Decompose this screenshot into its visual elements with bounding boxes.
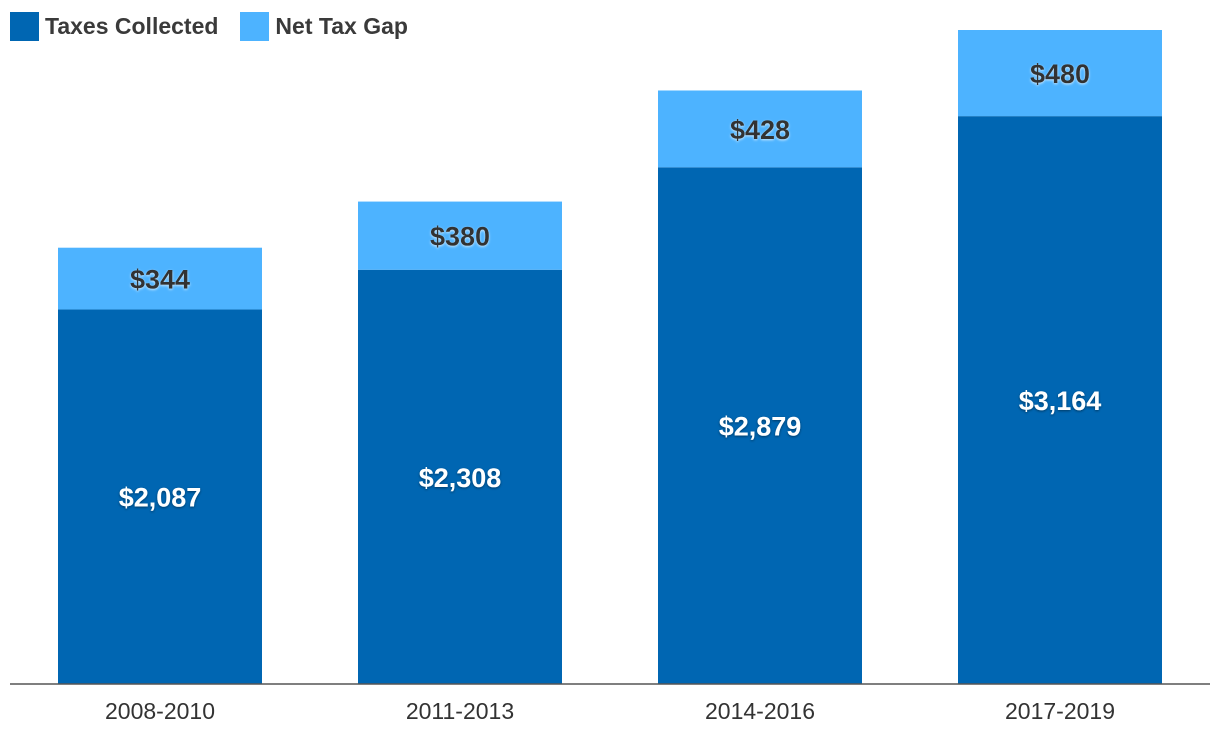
x-tick-label-2014-2016: 2014-2016 <box>705 698 815 724</box>
legend-label-taxes-collected: Taxes Collected <box>45 13 219 39</box>
bar-net-tax-gap-2011-2013 <box>358 201 562 270</box>
bar-net-tax-gap-2008-2010 <box>58 247 262 310</box>
bar-taxes-collected-2014-2016 <box>658 167 862 684</box>
x-tick-label-2008-2010: 2008-2010 <box>105 698 215 724</box>
data-label-net-tax-gap-2008-2010: $344 <box>130 265 190 295</box>
bar-labels-group: $2,087 $344 $2,308 $380 $2,879 $428 $3,164 $480 <box>119 59 1102 513</box>
data-label-net-tax-gap-2017-2019: $480 <box>1030 59 1090 89</box>
bar-taxes-collected-2011-2013 <box>358 269 562 684</box>
x-axis-ticks-group: 2008-2010 2011-2013 2014-2016 2017-2019 <box>105 698 1115 724</box>
legend-swatch-net-tax-gap <box>240 12 270 41</box>
data-label-taxes-collected-2011-2013: $2,308 <box>419 463 502 493</box>
chart-legend: Taxes Collected Net Tax Gap <box>10 12 408 41</box>
x-tick-label-2017-2019: 2017-2019 <box>1005 698 1115 724</box>
data-label-taxes-collected-2017-2019: $3,164 <box>1019 386 1102 416</box>
legend-label-net-tax-gap: Net Tax Gap <box>275 13 408 39</box>
data-label-taxes-collected-2008-2010: $2,087 <box>119 483 202 513</box>
data-label-net-tax-gap-2011-2013: $380 <box>430 222 490 252</box>
legend-item-taxes-collected: Taxes Collected <box>10 12 218 41</box>
bars-group <box>58 30 1162 684</box>
legend-item-net-tax-gap: Net Tax Gap <box>240 12 408 41</box>
bar-taxes-collected-2008-2010 <box>58 309 262 684</box>
bar-net-tax-gap-2014-2016 <box>658 90 862 168</box>
x-tick-label-2011-2013: 2011-2013 <box>406 698 514 724</box>
bar-taxes-collected-2017-2019 <box>958 116 1162 684</box>
data-label-net-tax-gap-2014-2016: $428 <box>730 115 790 145</box>
legend-swatch-taxes-collected <box>10 12 39 41</box>
bar-net-tax-gap-2017-2019 <box>958 30 1162 117</box>
data-label-taxes-collected-2014-2016: $2,879 <box>719 412 802 442</box>
